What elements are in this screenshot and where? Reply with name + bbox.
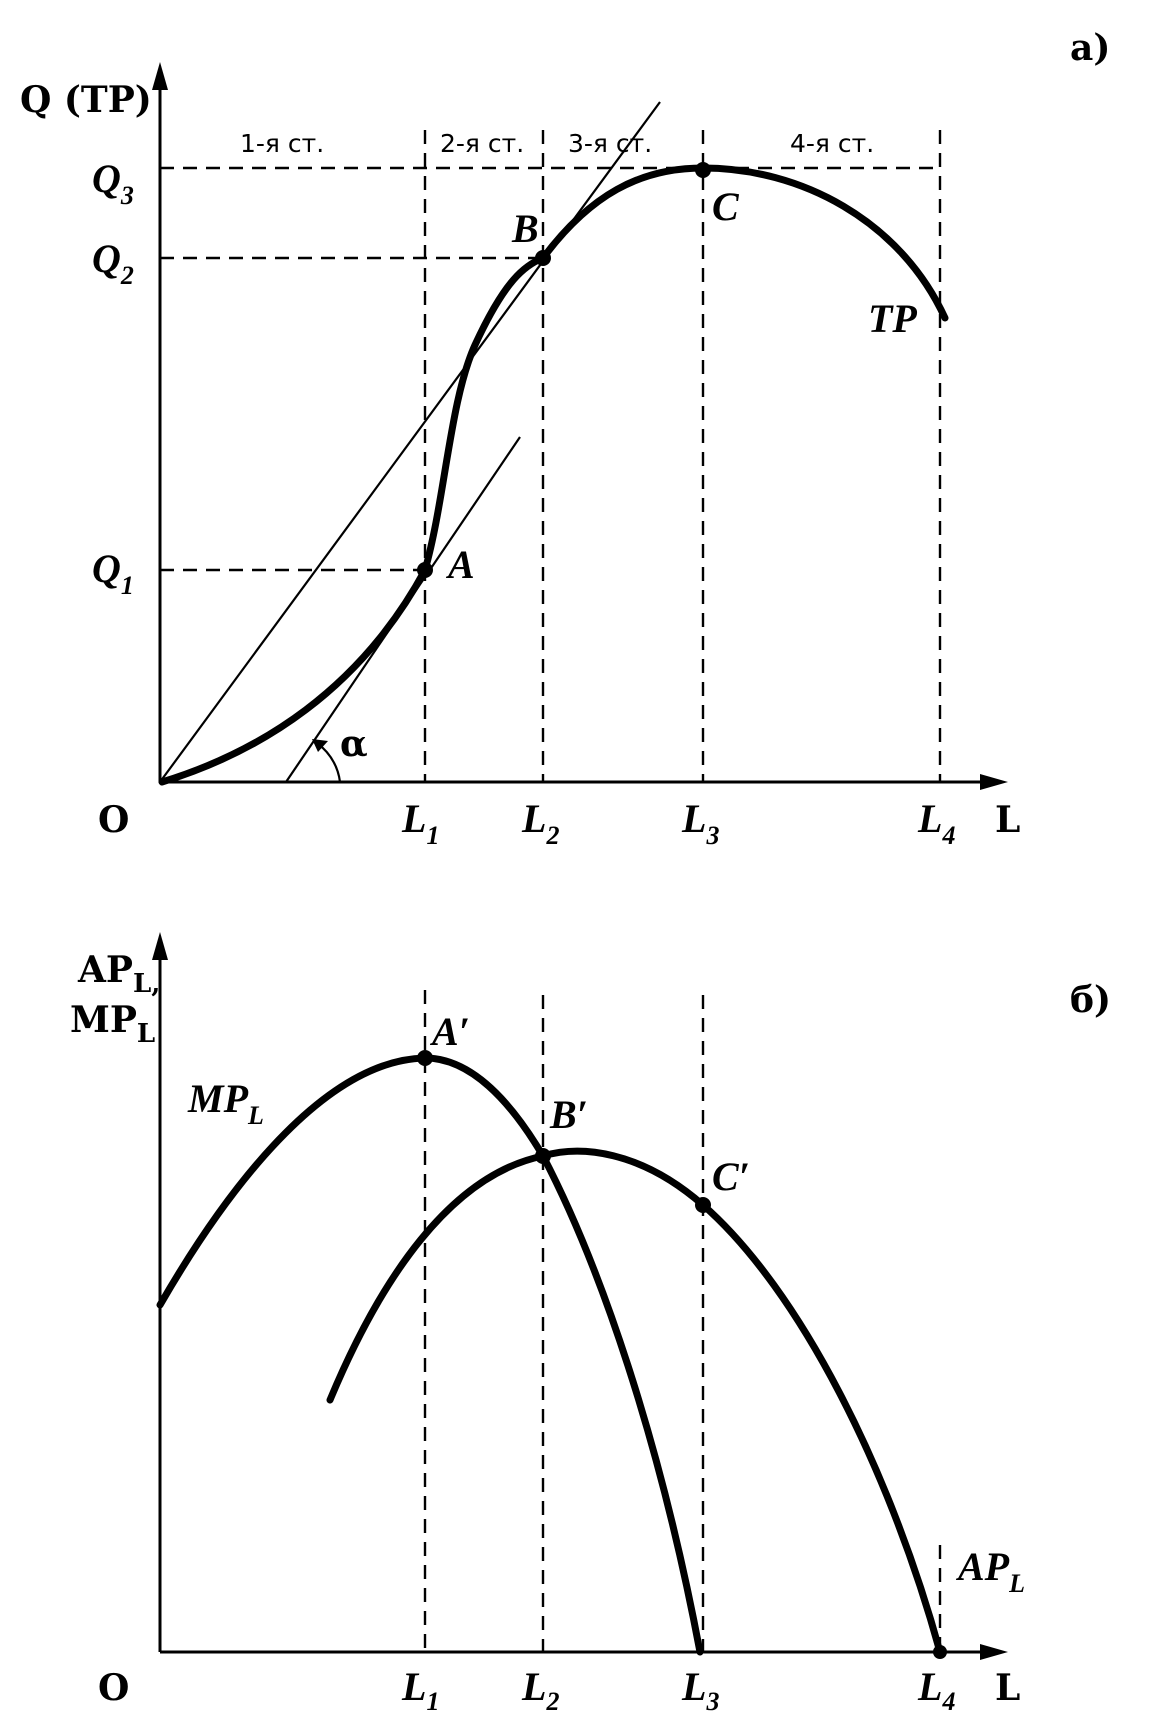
- panel-a-angle-arrow: [312, 739, 328, 752]
- panel-a-l4-label: L4: [917, 796, 955, 850]
- tp-curve-label: TP: [868, 296, 917, 341]
- q2-label: Q2: [92, 236, 134, 290]
- point-a-prime-label: A′: [429, 1009, 470, 1054]
- panel-b: б) APL, MPL O L L1 L2 L3 L4 A′ B′ C′ MPL…: [70, 932, 1111, 1712]
- panel-a-x-axis-label: L: [995, 799, 1020, 841]
- panel-a-ray-from-origin: [159, 101, 661, 783]
- panel-b-y-label-ap: APL,: [77, 949, 160, 999]
- panel-a-tag: а): [1070, 27, 1110, 69]
- panel-b-origin: O: [98, 1667, 129, 1709]
- panel-b-x-axis-label: L: [995, 1667, 1020, 1709]
- panel-b-l2-label: L2: [521, 1664, 559, 1712]
- panel-a-x-arrow: [980, 774, 1008, 790]
- panel-a-origin: O: [98, 799, 129, 841]
- panel-b-y-arrow: [152, 932, 168, 960]
- panel-b-l4-label: L4: [917, 1664, 955, 1712]
- point-b-prime-label: B′: [549, 1092, 588, 1137]
- point-c-prime: [695, 1197, 711, 1213]
- q3-label: Q3: [92, 156, 134, 210]
- point-a: [417, 562, 433, 578]
- panel-b-y-label-mp: MPL: [70, 999, 155, 1049]
- stage-1-label: 1-я ст.: [240, 129, 324, 158]
- stage-4-label: 4-я ст.: [790, 129, 874, 158]
- panel-a-l3-label: L3: [681, 796, 719, 850]
- ap-curve: [326, 1147, 944, 1656]
- point-a-label: A: [445, 542, 475, 587]
- point-c: [695, 162, 711, 178]
- panel-b-tag: б): [1070, 979, 1111, 1021]
- point-c-prime-label: C′: [712, 1154, 750, 1199]
- angle-alpha-label: α: [340, 723, 368, 765]
- ap-end-point: [933, 1645, 947, 1659]
- panel-a-l1-label: L1: [401, 796, 439, 850]
- point-b-prime: [535, 1148, 551, 1164]
- mp-curve-label: MPL: [187, 1076, 264, 1130]
- point-b: [535, 250, 551, 266]
- point-c-label: C: [712, 184, 740, 229]
- point-a-prime: [417, 1050, 433, 1066]
- panel-a-l2-label: L2: [521, 796, 559, 850]
- panel-a-y-axis-label: Q (TP): [20, 79, 152, 121]
- tp-curve: [158, 164, 949, 786]
- panel-b-l1-label: L1: [401, 1664, 439, 1712]
- ap-curve-label: APL: [955, 1544, 1025, 1598]
- point-b-label: B: [511, 206, 539, 251]
- stage-2-label: 2-я ст.: [440, 129, 524, 158]
- panel-a: а) Q (TP) O L 1-я ст. 2-я ст. 3-я ст. 4-…: [20, 27, 1110, 850]
- mp-curve: [156, 1054, 704, 1656]
- q1-label: Q1: [92, 546, 134, 600]
- panel-a-y-arrow: [152, 62, 168, 90]
- panel-b-x-arrow: [980, 1644, 1008, 1660]
- stage-3-label: 3-я ст.: [568, 129, 652, 158]
- panel-b-l3-label: L3: [681, 1664, 719, 1712]
